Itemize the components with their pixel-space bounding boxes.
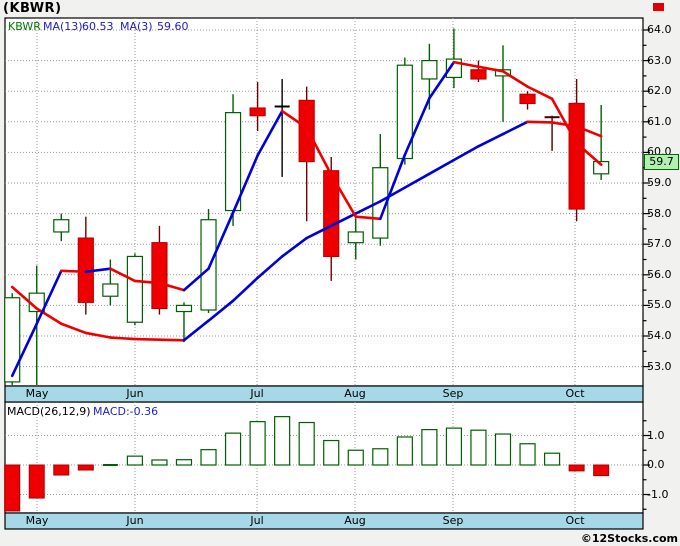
month-label: Sep (442, 387, 464, 400)
legend-ma13-label: MA(13) (43, 20, 83, 33)
month-label: Oct (565, 514, 585, 527)
month-label: Sep (442, 514, 464, 527)
price-axis-label: 55.0 (647, 298, 672, 312)
macd-bars (4, 416, 610, 512)
red-square-icon (653, 3, 664, 11)
legend-ma3-label: MA(3) (120, 20, 153, 33)
price-axis-label: 61.0 (647, 114, 672, 128)
month-label: Jul (250, 514, 264, 527)
price-axis-label: 56.0 (647, 267, 672, 281)
ma3-line (10, 60, 603, 378)
price-axis-label: 57.0 (647, 237, 672, 251)
macd-legend-label: MACD(26,12,9) (7, 405, 91, 418)
price-axis-label: 64.0 (647, 23, 672, 36)
month-label: Aug (344, 514, 366, 527)
macd-legend-value: MACD:-0.36 (93, 405, 159, 418)
axis-ticks (643, 29, 650, 510)
last-price-badge: 59.7 (644, 153, 679, 170)
price-axis-label: 53.0 (647, 359, 672, 373)
watermark: ©12Stocks.com (580, 532, 678, 545)
month-label: Jun (126, 387, 144, 400)
macd-axis-label: 1.0 (647, 428, 665, 442)
month-label: May (25, 514, 49, 527)
page-title: (KBWR) (3, 1, 62, 16)
price-axis-label: 58.0 (647, 206, 672, 220)
legend-ma13-value: 60.53 (82, 20, 114, 33)
legend-symbol: KBWR (8, 20, 41, 33)
price-axis-label: 62.0 (647, 84, 672, 98)
month-label: Jul (250, 387, 264, 400)
month-label: Oct (565, 387, 585, 400)
price-axis-label: 59.0 (647, 176, 672, 189)
panels (4, 17, 644, 530)
month-label: Jun (126, 514, 144, 527)
macd-axis-label: -1.0 (647, 487, 669, 501)
month-label: May (25, 387, 49, 400)
price-axis-label: 63.0 (647, 53, 672, 67)
month-label: Aug (344, 387, 366, 400)
price-axis-label: 54.0 (647, 329, 672, 342)
legend-ma3-value: 59.60 (157, 20, 189, 33)
macd-axis-label: 0.0 (647, 458, 665, 471)
candles (4, 28, 610, 385)
ma13-line (10, 120, 603, 342)
